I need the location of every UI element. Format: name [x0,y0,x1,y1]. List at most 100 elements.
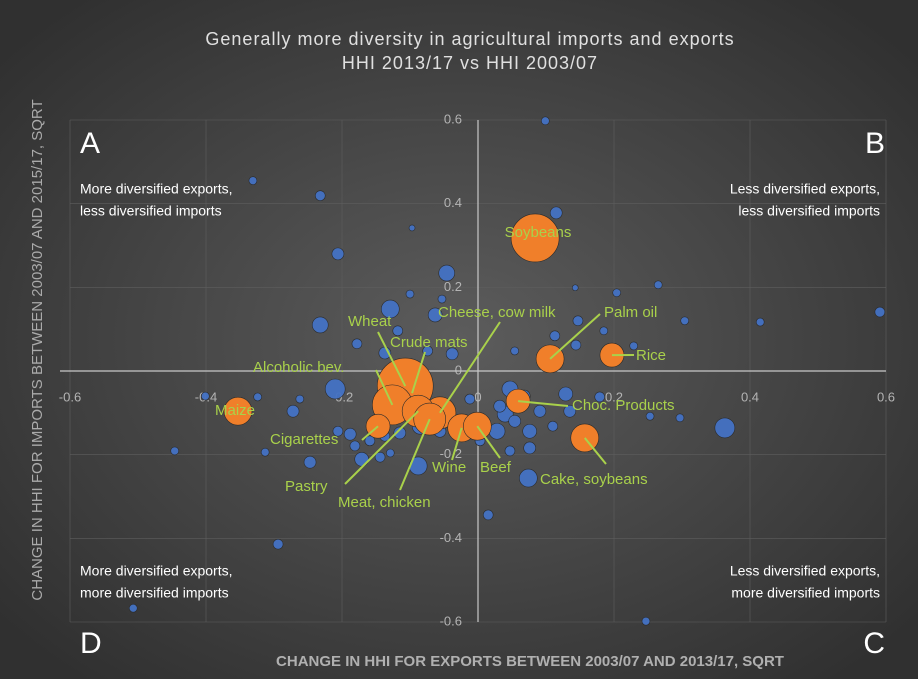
y-tick-label: 0.2 [444,279,462,294]
point-label: Palm oil [604,304,657,321]
x-tick-label: 0.2 [605,389,623,404]
bubble [311,316,329,334]
bubble [680,316,690,326]
y-tick-label: -0.6 [440,613,462,628]
bubble [351,338,363,350]
leader-line [583,437,607,465]
leader-line [518,400,569,407]
leader-line [411,351,426,394]
quadrant-letter: A [80,127,100,160]
bubble [332,425,344,437]
y-tick-label: -0.4 [440,530,462,545]
bubble [331,247,345,261]
bubble [170,446,180,456]
point-label: Choc. Products [572,397,675,414]
chart-subtitle: HHI 2013/17 vs HHI 2003/07 [342,53,598,73]
leader-line [361,425,379,441]
bubble [286,404,300,418]
bubble [128,603,138,613]
y-axis-title: CHANGE IN HHI FOR IMPORTS BETWEEN 2003/0… [29,99,46,600]
quadrant-letter: C [863,627,885,660]
bubble [349,440,361,452]
bubble [374,451,386,463]
bubble [571,284,579,292]
bubble [547,420,559,432]
bubble [563,404,577,418]
bubble [427,307,443,323]
bubble [248,176,258,185]
bubble [504,445,516,457]
bubble [549,330,561,342]
point-label: Cake, soybeans [540,471,648,488]
point-label: Maize [215,402,255,419]
bubble [445,347,459,361]
bubble [675,413,685,423]
bubble [380,299,400,319]
bubble [295,394,305,404]
bubble [533,404,547,418]
quadrant-text: more diversified imports [80,585,229,601]
bubble [324,378,346,400]
leader-line [549,313,601,360]
x-axis-title: CHANGE IN HHI FOR EXPORTS BETWEEN 2003/0… [276,653,784,670]
leader-line [377,331,407,387]
bubble [493,399,507,413]
quadrant-text: less diversified imports [80,203,222,219]
bubble [272,538,284,550]
x-tick-label: -0.6 [59,389,81,404]
bubble [201,391,210,401]
quadrant-letter: B [865,127,885,160]
bubble [314,190,326,202]
y-tick-label: 0.6 [444,111,462,126]
leader-line [375,369,394,406]
leader-line [344,410,419,485]
leader-line [439,321,501,414]
bubble [260,447,270,457]
bubble [599,326,609,336]
bubble [755,317,765,327]
bubble [641,616,651,626]
bubble [510,346,520,356]
bubble [714,417,736,439]
quadrant-text: Less diversified exports, [730,563,880,579]
point-label: Wine [432,459,466,476]
quadrant-text: more diversified imports [731,585,880,601]
bubble [405,289,415,299]
x-tick-label: 0.4 [741,389,759,404]
point-label: Meat, chicken [338,494,431,511]
chart-title: Generally more diversity in agricultural… [205,29,734,49]
bubble [558,386,574,402]
y-tick-label: 0 [455,362,462,377]
bubble [364,435,376,447]
highlight-bubble [510,213,560,263]
bubble [392,325,404,337]
point-label: Rice [636,347,666,364]
quadrant-text: More diversified exports, [80,181,233,197]
point-label: Soybeans [505,224,572,241]
quadrant-text: More diversified exports, [80,563,233,579]
bubble [482,509,494,521]
bubble [508,414,522,428]
bubble [385,448,395,458]
bubble [629,341,639,351]
bubble [354,451,370,467]
bubble [612,288,622,298]
bubble [572,315,584,327]
bubble [874,306,886,318]
bubble [570,339,582,351]
bubble [408,224,416,232]
y-tick-label: -0.2 [440,446,462,461]
point-label: Wheat [348,313,392,330]
quadrant-text: less diversified imports [738,203,880,219]
bubble [653,280,663,290]
bubble [645,411,655,421]
leader-line [451,427,463,461]
bubble [541,116,550,126]
point-label: Alcoholic bev. [253,359,344,376]
x-tick-label: 0.6 [877,389,895,404]
bubble [303,455,317,469]
y-tick-label: 0.4 [444,195,462,210]
bubble [464,393,476,405]
